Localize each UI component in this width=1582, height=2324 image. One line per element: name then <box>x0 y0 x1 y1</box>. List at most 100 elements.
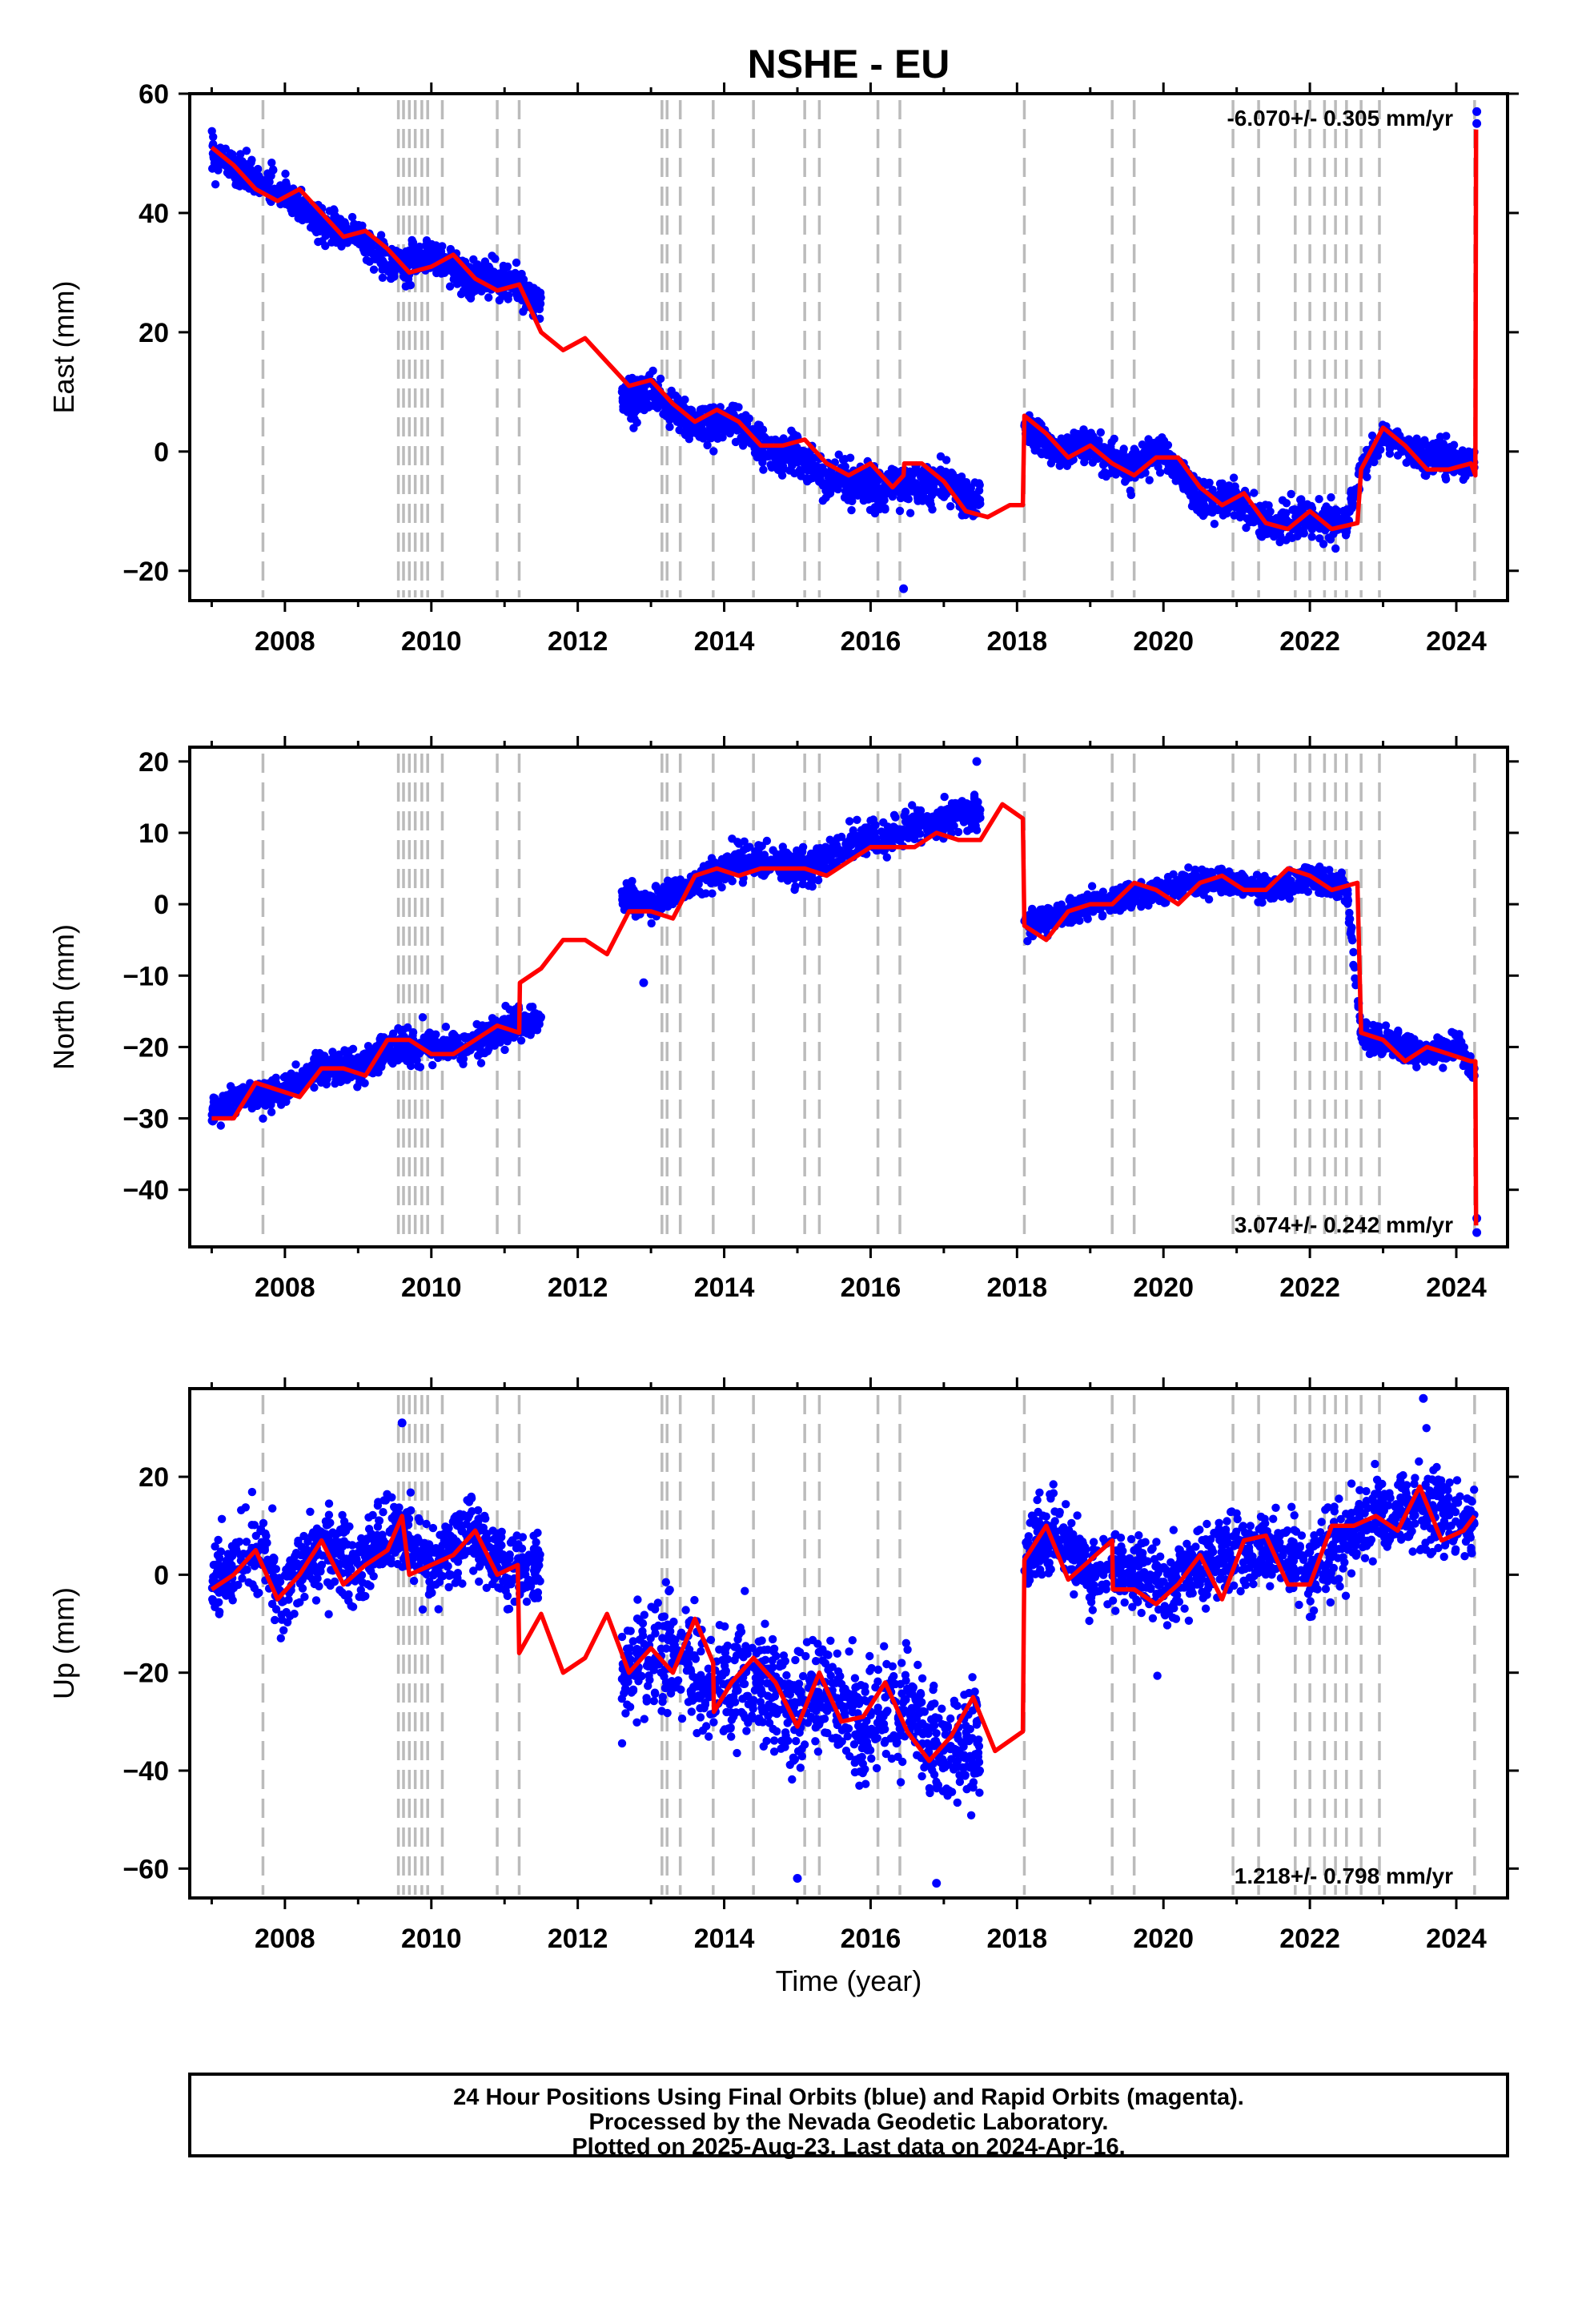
data-point <box>793 849 801 858</box>
data-point <box>259 1114 267 1124</box>
data-point <box>787 426 796 435</box>
data-point <box>833 834 842 842</box>
data-point <box>803 476 812 486</box>
data-point <box>640 893 648 903</box>
data-point <box>868 487 877 497</box>
data-point <box>287 1069 295 1078</box>
data-point <box>800 447 809 456</box>
data-point <box>281 169 290 179</box>
data-point <box>709 415 718 424</box>
data-point <box>629 424 638 432</box>
x-tick-label: 2022 <box>1279 626 1340 657</box>
data-point <box>905 509 915 517</box>
data-point <box>827 470 836 479</box>
data-point <box>491 278 500 287</box>
data-point <box>348 1044 358 1054</box>
data-point <box>211 1103 219 1112</box>
data-point <box>677 883 687 891</box>
data-point <box>908 801 917 810</box>
data-point <box>825 844 834 853</box>
data-point <box>1096 428 1106 437</box>
y-axis-label: East (mm) <box>47 281 80 414</box>
data-point <box>648 892 656 901</box>
data-point <box>362 255 371 264</box>
data-point <box>1224 504 1233 513</box>
data-point <box>1367 431 1377 440</box>
data-point <box>528 1003 537 1011</box>
data-point <box>1456 452 1465 460</box>
data-point <box>254 164 263 174</box>
data-point <box>750 850 760 859</box>
data-point <box>1229 473 1239 482</box>
outlier-point <box>1472 119 1482 128</box>
data-point <box>665 403 673 412</box>
data-point <box>767 436 776 444</box>
data-point <box>528 1012 537 1021</box>
data-point <box>628 373 636 383</box>
data-point <box>1441 475 1451 484</box>
data-point <box>656 374 665 384</box>
data-point <box>1080 457 1089 467</box>
data-point <box>353 1083 362 1092</box>
data-point <box>1218 481 1227 491</box>
data-point <box>954 485 964 494</box>
data-point <box>653 404 662 412</box>
data-point <box>315 1048 324 1058</box>
data-point <box>441 1023 451 1031</box>
data-point <box>734 839 744 848</box>
data-point <box>332 233 341 242</box>
x-tick-label: 2014 <box>694 626 755 657</box>
data-point <box>757 870 766 879</box>
data-point <box>1329 529 1338 538</box>
data-point <box>1405 454 1414 463</box>
data-point <box>915 468 924 476</box>
data-point <box>665 422 674 432</box>
data-point <box>699 862 709 870</box>
data-point <box>1287 489 1295 499</box>
model-line <box>210 129 1479 532</box>
data-point <box>1164 460 1173 470</box>
data-point <box>887 464 897 473</box>
data-point <box>446 244 455 254</box>
data-point <box>958 797 966 806</box>
data-point <box>425 1033 434 1042</box>
data-point <box>480 257 490 266</box>
data-point <box>962 815 971 824</box>
data-point <box>1154 462 1162 472</box>
data-point <box>1348 489 1357 497</box>
data-point <box>1061 439 1070 448</box>
data-point <box>779 448 788 457</box>
data-point <box>263 1100 272 1108</box>
data-point <box>404 275 413 283</box>
data-point <box>699 434 708 443</box>
data-point <box>936 452 946 461</box>
data-point <box>408 1027 418 1037</box>
data-point <box>1415 438 1423 447</box>
data-point <box>1456 467 1466 476</box>
data-point <box>773 456 782 465</box>
data-point <box>787 454 797 463</box>
data-point <box>223 168 232 177</box>
data-point <box>762 836 772 846</box>
chart-title: NSHE - EU <box>748 42 950 86</box>
data-point <box>1081 428 1090 438</box>
data-point <box>1208 485 1217 494</box>
data-point <box>1126 486 1135 495</box>
data-point <box>1406 439 1415 448</box>
data-point <box>889 810 899 819</box>
data-point <box>499 263 508 272</box>
data-point <box>1046 459 1056 468</box>
data-point <box>917 818 926 827</box>
data-point <box>250 1100 259 1109</box>
data-point <box>291 196 300 206</box>
data-point <box>495 296 504 305</box>
data-point <box>1134 455 1142 464</box>
data-point <box>1102 472 1110 481</box>
data-point <box>216 1121 225 1130</box>
data-point <box>378 273 387 282</box>
data-point <box>970 799 979 808</box>
data-point <box>444 1039 453 1049</box>
data-point <box>853 815 861 824</box>
data-point <box>845 817 854 826</box>
